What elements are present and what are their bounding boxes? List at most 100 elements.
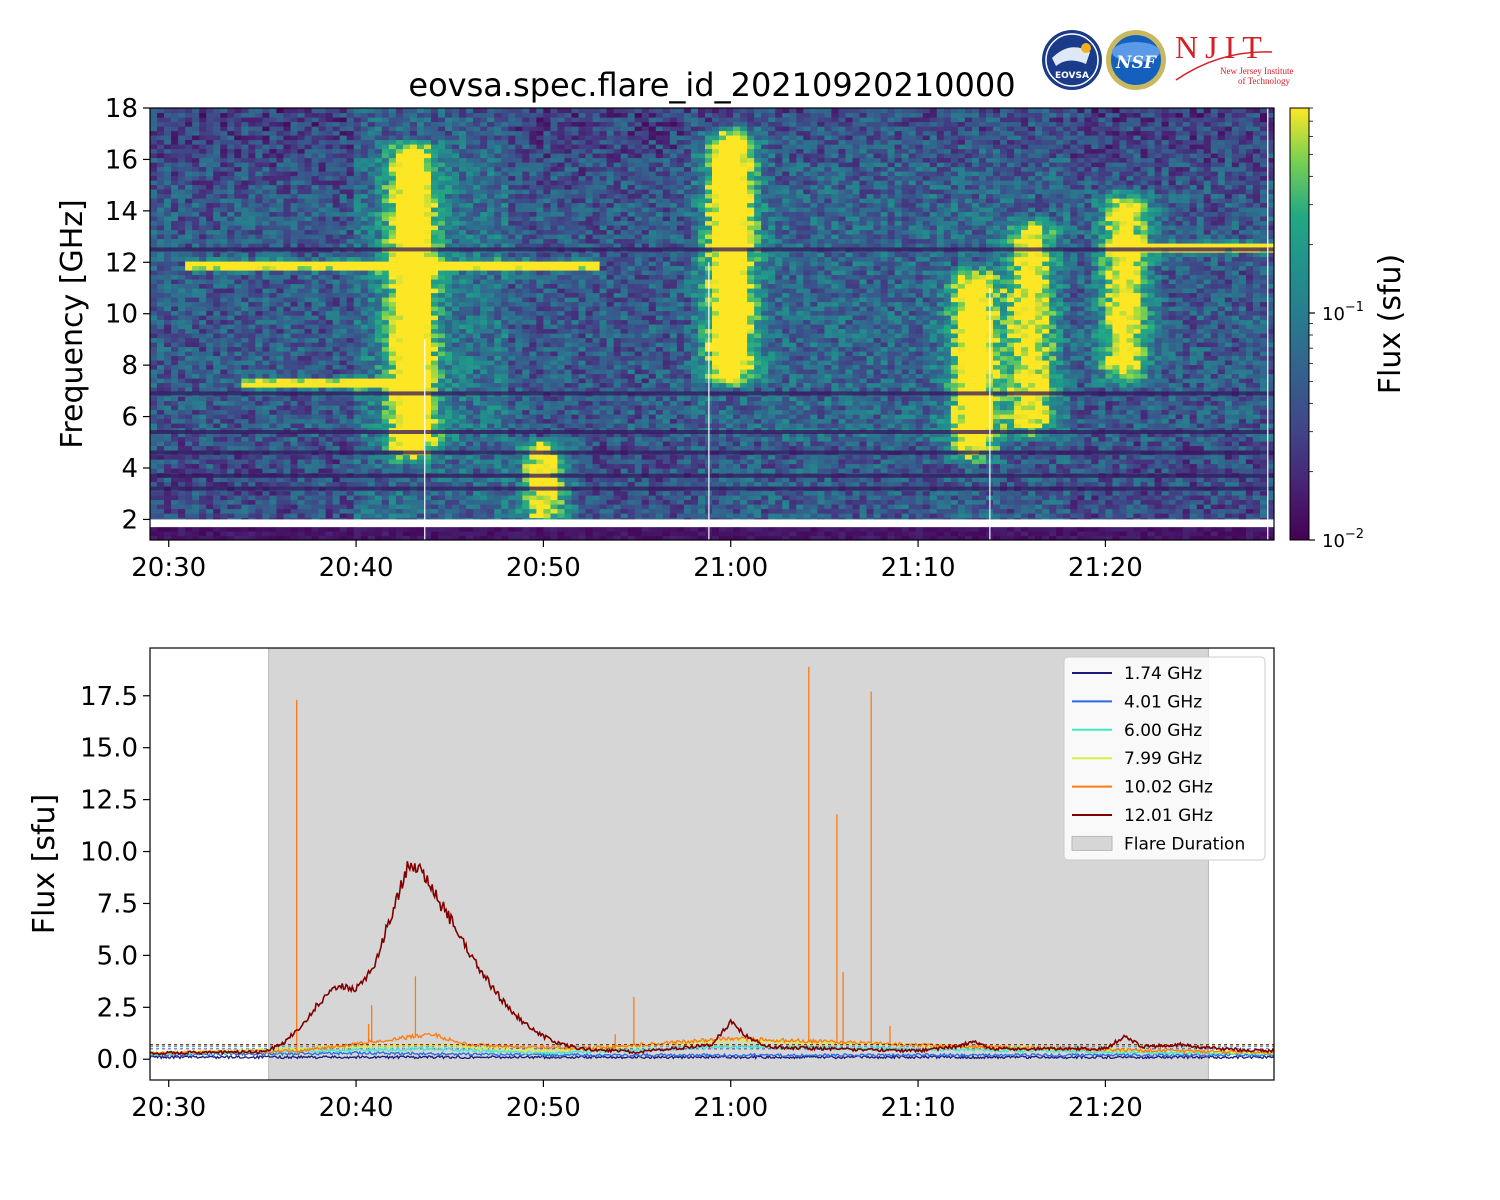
spectrogram-cell [206, 225, 214, 231]
spectrogram-cell [290, 328, 299, 334]
spectrogram-cell [297, 508, 306, 514]
spectrogram-cell [466, 207, 474, 213]
spectrogram-cell [381, 423, 390, 429]
spectrogram-cell [283, 495, 292, 501]
spectrogram-cell [438, 441, 446, 447]
spectrogram-cell [360, 459, 369, 465]
spectrogram-cell [150, 193, 158, 199]
spectrogram-cell [487, 378, 495, 384]
spectrogram-cell [431, 207, 439, 213]
spectrogram-cell [192, 130, 200, 136]
spectrogram-cell [374, 117, 383, 123]
spectrogram-cell [480, 153, 488, 159]
spectrogram-cell [171, 162, 179, 168]
spectrogram-cell [409, 180, 418, 186]
spectrogram-cell [438, 378, 446, 384]
spectrogram-cell [262, 153, 271, 159]
spectrogram-cell [227, 256, 235, 262]
spectrogram-cell [409, 234, 418, 240]
spectrogram-cell [388, 495, 397, 501]
spectrogram-cell [360, 324, 369, 330]
spectrogram-cell [423, 495, 432, 501]
spectrogram-cell [248, 207, 256, 213]
spectrogram-cell [353, 265, 362, 271]
spectrogram-cell [395, 364, 404, 370]
spectrogram-cell [171, 207, 179, 213]
spectrogram-cell [388, 184, 397, 190]
spectrogram-cell [431, 400, 439, 406]
spectrogram-cell [206, 387, 214, 393]
spectrogram-cell [255, 310, 263, 316]
spectrogram-cell [508, 463, 516, 469]
spectrogram-cell [157, 423, 165, 429]
spectrogram-cell [297, 432, 306, 438]
spectrogram-cell [501, 207, 509, 213]
spectrogram-cell [290, 454, 299, 460]
spectrogram-cell [374, 414, 383, 420]
spectrogram-cell [325, 328, 334, 334]
spectrogram-cell [311, 202, 320, 208]
spectrogram-cell [150, 355, 158, 361]
spectrogram-cell [402, 382, 411, 388]
spectrogram-cell [501, 270, 509, 276]
spectrogram-cell [192, 265, 200, 271]
spectrogram-cell [262, 198, 271, 204]
spectrogram-cell [339, 189, 348, 195]
spectrogram-cell [290, 130, 299, 136]
spectrogram-cell [388, 360, 397, 366]
spectrogram-cell [501, 504, 509, 510]
spectrogram-cell [494, 495, 502, 501]
spectrogram-cell [157, 207, 165, 213]
spectrogram-cell [423, 216, 432, 222]
spectrogram-cell [227, 238, 235, 244]
spectrogram-cell [431, 283, 439, 289]
spectrogram-cell [438, 405, 446, 411]
spectrogram-cell [353, 481, 362, 487]
spectrogram-cell [171, 211, 179, 217]
spectrogram-cell [192, 409, 200, 415]
spectrogram-cell [213, 337, 221, 343]
spectrogram-cell [374, 319, 383, 325]
spectrogram-cell [227, 445, 235, 451]
spectrogram-cell [487, 216, 495, 222]
spectrogram-cell [367, 409, 376, 415]
spectrogram-cell [297, 243, 306, 249]
spectrogram-cell [459, 315, 467, 321]
spectrogram-cell [501, 184, 509, 190]
spectrogram-cell [431, 126, 439, 132]
spectrogram-cell [395, 513, 404, 519]
spectrogram-cell [283, 148, 292, 154]
spectrogram-cell [346, 445, 355, 451]
spectrogram-cell [438, 270, 446, 276]
spectrogram-cell [171, 346, 179, 352]
spectrogram-cell [480, 459, 488, 465]
spectrogram-cell [381, 153, 390, 159]
spectrogram-cell [325, 369, 334, 375]
spectrogram-cell [171, 274, 179, 280]
spectrogram-cell [276, 360, 285, 366]
spectrogram-cell [255, 189, 263, 195]
spectrogram-cell [283, 252, 292, 258]
spectrogram-cell [402, 270, 411, 276]
spectrogram-cell [374, 495, 383, 501]
spectrogram-cell [248, 175, 256, 181]
spectrogram-cell [508, 153, 516, 159]
spectrogram-cell [431, 459, 439, 465]
spectrogram-cell [325, 337, 334, 343]
spectrogram-cell [388, 148, 397, 154]
spectrogram-cell [304, 157, 313, 163]
spectrogram-cell [227, 477, 235, 483]
spectrogram-cell [346, 112, 355, 118]
spectrogram-cell [445, 292, 453, 298]
spectrogram-cell [367, 112, 376, 118]
spectrogram-cell [508, 328, 516, 334]
spectrogram-cell [150, 360, 158, 366]
spectrogram-cell [395, 373, 404, 379]
spectrogram-cell [374, 324, 383, 330]
spectrogram-cell [311, 130, 320, 136]
spectrogram-cell [290, 319, 299, 325]
spectrogram-cell [150, 171, 158, 177]
spectrogram-cell [431, 162, 439, 168]
spectrogram-cell [269, 337, 278, 343]
spectrogram-cell [346, 288, 355, 294]
